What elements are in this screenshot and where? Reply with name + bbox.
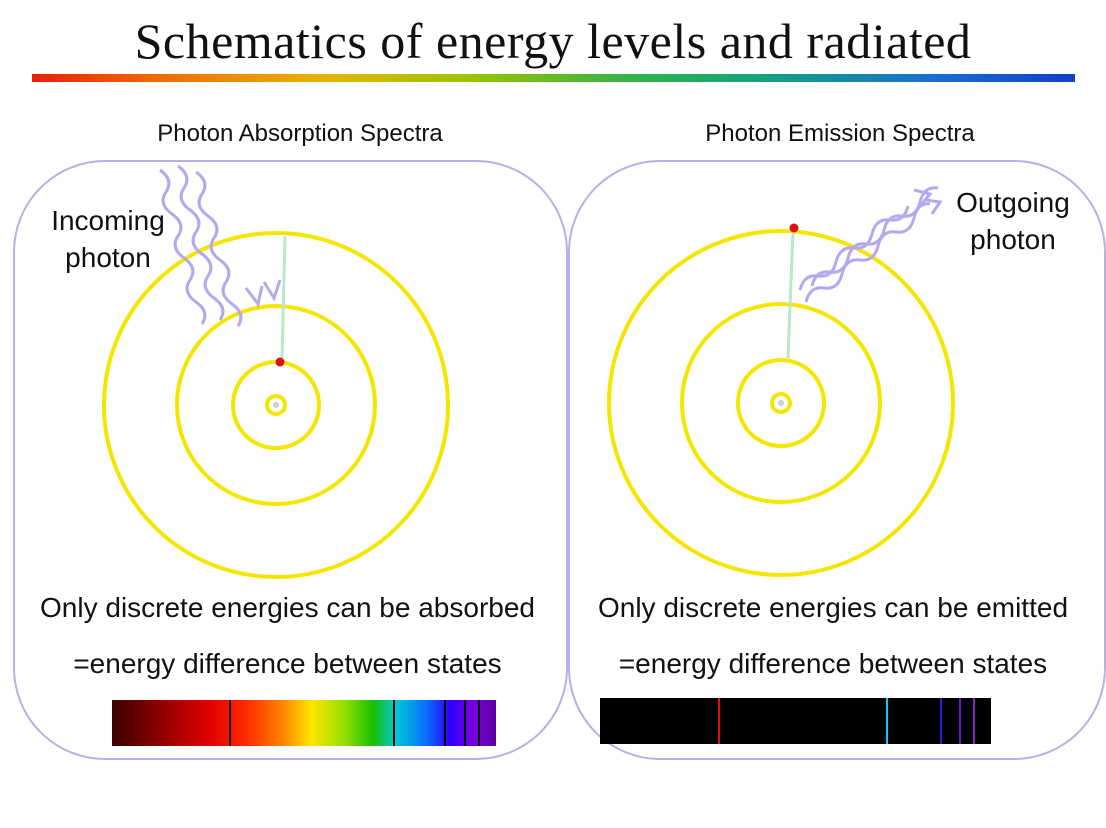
incoming-label-line2: photon [65,242,151,273]
nucleus [778,400,784,406]
orbit-4 [607,229,955,577]
absorption-spectrum [112,700,496,746]
absorption-atom [102,231,450,579]
slide-title: Schematics of energy levels and radiated [134,13,972,69]
outgoing-label-line2: photon [970,224,1056,255]
absorption-line [444,700,447,746]
absorption-line [478,700,481,746]
emission-heading: Photon Emission Spectra [705,120,975,147]
transition-line [786,230,795,359]
emission-line [718,698,721,744]
electron [275,357,285,367]
absorption-line [393,700,396,746]
orbit-3 [175,304,377,506]
outgoing-photon-label: Outgoing photon [935,184,1091,258]
absorption-caption-line1: Only discrete energies can be absorbed [40,592,535,623]
emission-spectrum [600,698,991,744]
emission-line [959,698,962,744]
orbit-3 [680,302,882,504]
incoming-photon-waves [159,164,282,327]
orbit-2 [736,358,826,448]
electron [789,223,799,233]
emission-line [973,698,976,744]
emission-atom [607,229,955,577]
absorption-line [464,700,467,746]
incoming-label-line1: Incoming [51,205,165,236]
nucleus [273,402,279,408]
absorption-line [229,700,232,746]
emission-line [940,698,943,744]
orbit-1 [265,394,287,416]
emission-caption-line1: Only discrete energies can be emitted [597,592,1069,623]
emission-caption-line2: =energy difference between states [618,648,1048,679]
emission-panel [568,160,1106,760]
orbit-1 [770,392,792,414]
absorption-heading: Photon Absorption Spectra [157,120,443,147]
outgoing-label-line1: Outgoing [956,187,1070,218]
absorption-caption-line2: =energy difference between states [73,648,502,679]
outgoing-photon-waves [798,186,943,303]
emission-line [885,698,888,744]
transition-line [280,235,287,361]
orbit-4 [102,231,450,579]
rainbow-divider [32,74,1075,82]
absorption-panel [13,160,568,760]
incoming-photon-label: Incoming photon [36,202,180,276]
